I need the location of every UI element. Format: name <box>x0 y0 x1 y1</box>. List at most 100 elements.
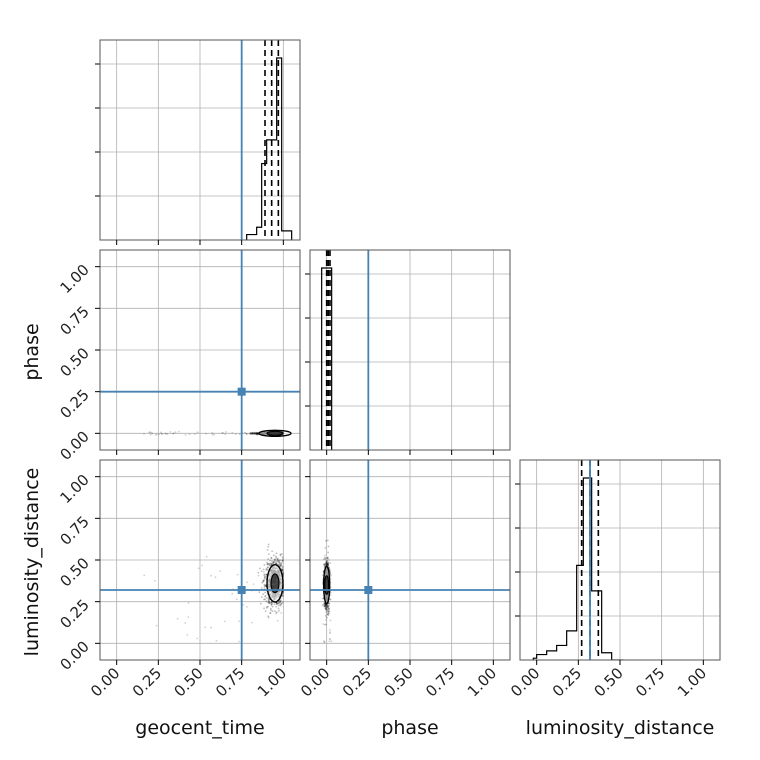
sample-point <box>270 563 273 566</box>
sample-point <box>214 576 217 579</box>
sample-point <box>269 607 272 610</box>
sample-point <box>326 563 329 566</box>
sample-point <box>276 558 279 561</box>
sample-point <box>150 431 153 434</box>
y-tick-label: 0.75 <box>56 512 92 548</box>
sample-point <box>267 597 270 600</box>
sample-point <box>267 553 270 556</box>
sample-point <box>328 612 330 615</box>
sample-point <box>282 571 285 573</box>
sample-point <box>325 604 328 607</box>
sample-point <box>280 611 283 614</box>
sample-point <box>322 563 325 566</box>
sample-point <box>251 621 254 624</box>
sample-point <box>275 611 278 614</box>
sample-point <box>277 607 280 610</box>
sample-point <box>326 556 329 559</box>
sample-point <box>281 556 284 558</box>
sample-point <box>279 599 282 602</box>
sample-point <box>268 602 271 605</box>
sample-point <box>324 607 327 610</box>
sample-point <box>268 562 270 565</box>
sample-point <box>279 559 282 561</box>
sample-point <box>267 601 270 604</box>
sample-point <box>270 601 273 604</box>
sample-point <box>160 431 162 434</box>
sample-point <box>271 550 274 553</box>
x-tick-label: 0.00 <box>507 664 543 700</box>
sample-point <box>327 612 330 615</box>
sample-point <box>324 605 327 608</box>
sample-point <box>263 577 266 580</box>
sample-point <box>252 432 255 435</box>
sample-point <box>270 609 272 612</box>
sample-point <box>324 562 327 565</box>
y-tick-label: 0.75 <box>56 302 92 338</box>
sample-point <box>266 549 269 551</box>
sample-point <box>271 602 273 605</box>
sample-point <box>213 433 215 436</box>
sample-point <box>326 605 329 608</box>
sample-point <box>256 432 259 435</box>
sample-point <box>186 634 189 636</box>
xlabel-geocent-time: geocent_time <box>135 717 264 739</box>
sample-point <box>324 604 327 607</box>
sample-point <box>324 558 326 561</box>
sample-point <box>188 433 191 436</box>
sample-point <box>260 596 263 598</box>
sample-point <box>325 606 328 609</box>
sample-point <box>265 568 268 571</box>
sample-point <box>279 553 282 556</box>
sample-point <box>328 628 331 631</box>
sample-point <box>270 563 272 565</box>
sample-point <box>326 604 329 607</box>
sample-point <box>323 605 326 608</box>
sample-point <box>280 562 283 564</box>
sample-point <box>263 585 266 588</box>
sample-point <box>267 545 270 548</box>
y-tick-label: 1.00 <box>56 261 92 297</box>
sample-point <box>323 641 326 643</box>
sample-point <box>184 434 187 436</box>
sample-point <box>253 431 256 434</box>
sample-point <box>324 563 327 566</box>
sample-point <box>254 432 256 435</box>
sample-point <box>279 561 281 564</box>
sample-point <box>325 539 327 542</box>
sample-point <box>281 569 284 572</box>
sample-point <box>269 612 272 614</box>
sample-point <box>221 431 224 434</box>
sample-point <box>266 561 268 564</box>
sample-point <box>265 597 268 599</box>
sample-point <box>281 559 284 562</box>
sample-point <box>262 579 265 581</box>
sample-point <box>327 562 330 564</box>
sample-point <box>262 579 264 582</box>
sample-point <box>256 432 259 435</box>
x-tick-label: 0.50 <box>590 664 626 700</box>
x-tick-label: 0.75 <box>632 664 668 700</box>
sample-point <box>256 432 259 435</box>
sample-point <box>261 581 264 584</box>
xlabel-phase: phase <box>381 717 438 739</box>
y-tick-label: 0.00 <box>56 637 92 673</box>
sample-point <box>279 563 282 566</box>
sample-point <box>245 433 248 436</box>
sample-point <box>238 640 241 643</box>
sample-point <box>281 565 284 568</box>
sample-point <box>325 607 328 610</box>
sample-point <box>325 562 328 565</box>
sample-point <box>252 432 255 435</box>
sample-point <box>252 432 255 435</box>
sample-point <box>223 620 226 623</box>
sample-point <box>262 571 265 573</box>
sample-point <box>325 562 328 565</box>
sample-point <box>263 584 266 587</box>
sample-point <box>326 539 329 542</box>
sample-point <box>281 566 284 569</box>
sample-point <box>269 559 271 562</box>
sample-point <box>279 554 282 557</box>
sample-point <box>277 559 279 562</box>
sample-point <box>249 432 252 435</box>
sample-point <box>268 601 270 604</box>
